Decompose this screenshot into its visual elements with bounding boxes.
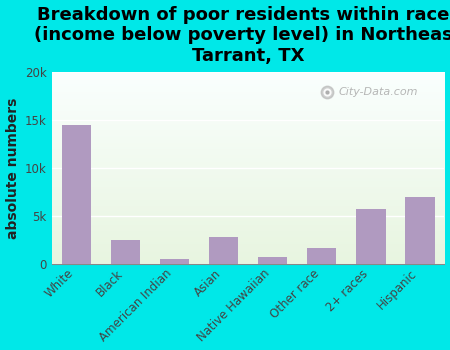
Bar [62, 125, 91, 264]
Bar [209, 237, 238, 264]
Y-axis label: absolute numbers: absolute numbers [5, 98, 19, 239]
Text: City-Data.com: City-Data.com [338, 87, 418, 97]
Bar [111, 240, 140, 264]
Bar [307, 248, 337, 264]
Title: Breakdown of poor residents within races
(income below poverty level) in Northea: Breakdown of poor residents within races… [34, 6, 450, 65]
Bar [258, 257, 288, 264]
Bar [405, 197, 435, 264]
Bar [356, 209, 386, 264]
Bar [160, 259, 189, 264]
